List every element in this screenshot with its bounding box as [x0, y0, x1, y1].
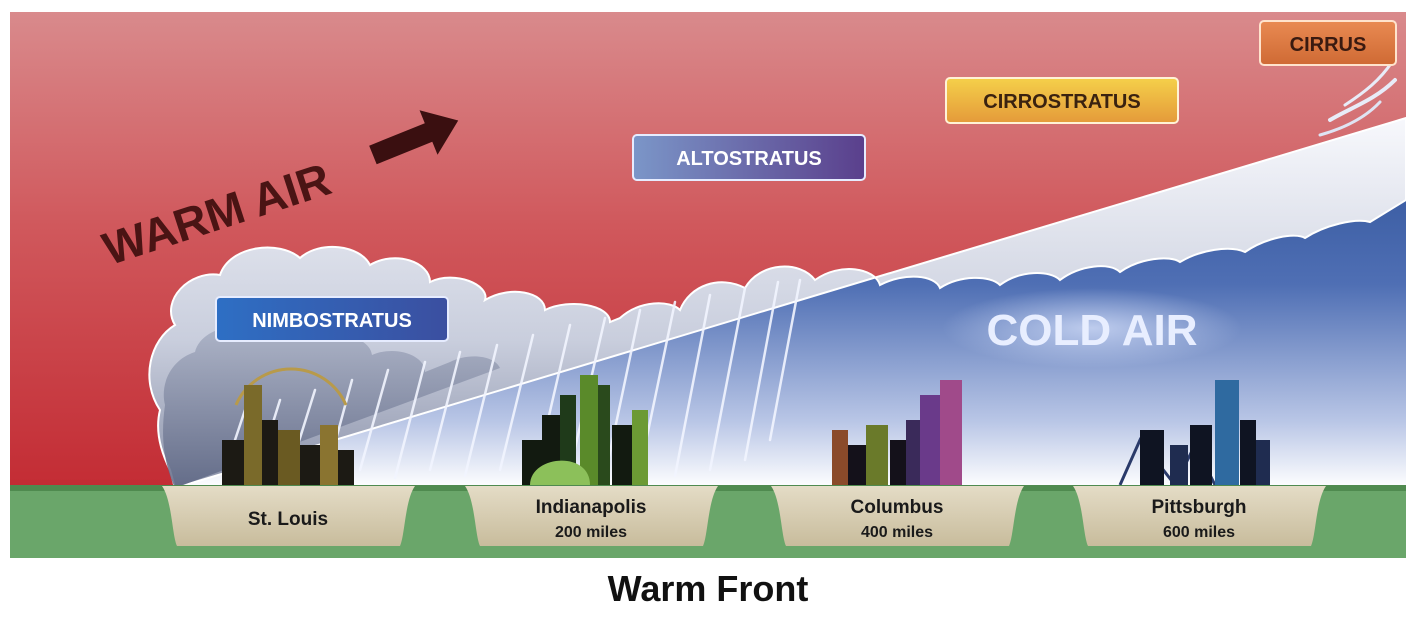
indianapolis-plaque: Indianapolis 200 miles [465, 486, 718, 546]
indianapolis-skyline [522, 375, 648, 485]
st-louis-name: St. Louis [248, 509, 328, 530]
nimbostratus-label: NIMBOSTRATUS [252, 310, 412, 332]
diagram-caption: Warm Front [607, 568, 809, 609]
cirrus-label: CIRRUS [1290, 34, 1367, 56]
warm-air-arrow [369, 110, 459, 165]
st-louis-skyline [222, 367, 354, 485]
cirrostratus-tag: CIRROSTRATUS [945, 77, 1179, 124]
columbus-skyline [832, 380, 962, 485]
cold-air-glow [942, 288, 1242, 368]
pittsburgh-skyline [1118, 380, 1270, 486]
pittsburgh-name: Pittsburgh [1152, 497, 1247, 518]
cold-air-label: COLD AIR [986, 306, 1197, 355]
altostratus-label: ALTOSTRATUS [676, 148, 822, 170]
columbus-plaque: Columbus 400 miles [771, 486, 1024, 546]
pittsburgh-plaque: Pittsburgh 600 miles [1073, 486, 1326, 546]
nimbostratus-tag: NIMBOSTRATUS [215, 296, 449, 342]
pittsburgh-distance: 600 miles [1163, 524, 1235, 541]
st-louis-plaque: St. Louis [162, 486, 415, 546]
cirrostratus-label: CIRROSTRATUS [983, 91, 1140, 113]
altostratus-tag: ALTOSTRATUS [632, 134, 866, 181]
columbus-distance: 400 miles [861, 524, 933, 541]
indianapolis-distance: 200 miles [555, 524, 627, 541]
cirrus-tag: CIRRUS [1259, 20, 1397, 66]
indianapolis-name: Indianapolis [536, 497, 647, 518]
columbus-name: Columbus [851, 497, 944, 518]
